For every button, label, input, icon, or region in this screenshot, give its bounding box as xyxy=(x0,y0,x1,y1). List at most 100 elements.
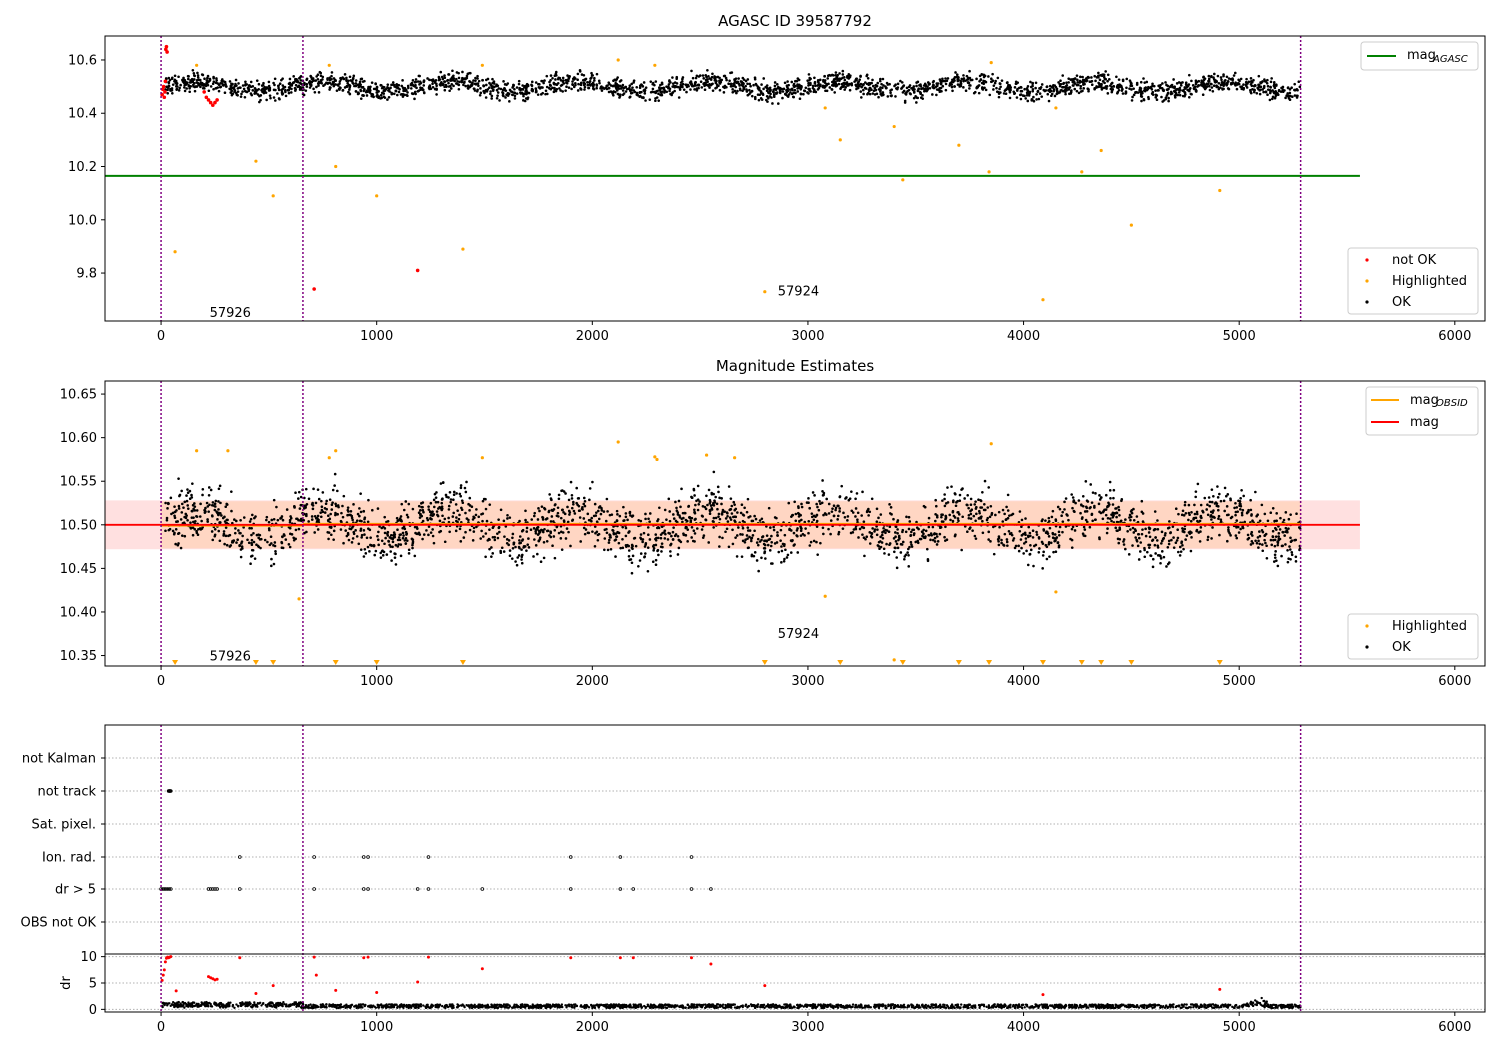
ok-point xyxy=(352,74,356,78)
ok-point xyxy=(238,531,241,535)
ok-point xyxy=(1064,497,1068,500)
ok-point xyxy=(646,546,650,549)
ok-point xyxy=(944,88,948,92)
ok-point xyxy=(319,511,322,514)
ok-point xyxy=(1238,504,1241,508)
ok-point xyxy=(477,84,480,88)
ok-point xyxy=(1178,86,1182,90)
ok-point xyxy=(1217,514,1221,518)
ok-point xyxy=(777,550,781,554)
ok-point xyxy=(517,79,521,83)
ok-point xyxy=(1195,510,1199,514)
ok-point xyxy=(272,96,276,99)
ok-point xyxy=(1090,513,1094,517)
ok-point xyxy=(850,83,853,87)
ok-point xyxy=(838,510,841,513)
ok-point xyxy=(1200,79,1203,82)
ok-point xyxy=(1184,538,1187,541)
ok-point xyxy=(695,527,699,530)
ok-point xyxy=(1200,81,1203,84)
ok-point xyxy=(935,543,939,546)
highlighted-point xyxy=(254,159,258,163)
ok-point xyxy=(1081,75,1084,79)
ok-point xyxy=(879,92,883,96)
ok-point xyxy=(1155,98,1159,102)
ok-point xyxy=(681,77,684,81)
ok-point xyxy=(1102,509,1105,513)
ok-point xyxy=(695,499,698,503)
ok-point xyxy=(369,536,372,539)
ok-point xyxy=(1075,83,1079,87)
ok-point xyxy=(606,510,609,513)
ok-point xyxy=(518,539,521,542)
ok-point xyxy=(1011,539,1015,542)
ok-point xyxy=(489,92,492,96)
ok-point xyxy=(1227,87,1231,91)
ok-point xyxy=(796,84,799,88)
ok-point xyxy=(654,563,658,566)
ok-point xyxy=(797,78,801,82)
ok-point xyxy=(252,531,255,535)
ok-point xyxy=(643,545,647,548)
ok-point xyxy=(359,77,363,81)
ok-point xyxy=(665,85,668,88)
ok-point xyxy=(782,87,786,91)
ok-point xyxy=(839,87,842,90)
ok-point xyxy=(776,531,779,534)
ok-point xyxy=(790,80,794,84)
ok-point xyxy=(530,83,533,87)
ok-point xyxy=(751,534,755,537)
ok-point xyxy=(439,529,443,533)
ok-point xyxy=(1258,519,1262,523)
ok-point xyxy=(1045,85,1049,89)
ok-point xyxy=(757,98,761,102)
ok-point xyxy=(579,540,582,543)
ok-point xyxy=(1162,536,1166,540)
ok-point xyxy=(1056,505,1060,509)
ok-point xyxy=(622,505,625,509)
ok-point xyxy=(975,77,978,81)
ok-point xyxy=(495,96,499,100)
ok-point xyxy=(559,537,563,540)
ok-point xyxy=(1008,96,1012,100)
ok-point xyxy=(299,79,303,82)
ok-point xyxy=(1051,532,1055,536)
ok-point xyxy=(208,503,211,507)
ok-point xyxy=(1095,85,1098,88)
ok-point xyxy=(854,515,857,518)
ok-point xyxy=(1141,512,1145,515)
ok-point xyxy=(875,533,879,537)
ok-point xyxy=(451,69,454,73)
ok-point xyxy=(871,527,874,530)
ok-point xyxy=(1069,92,1073,95)
ok-point xyxy=(934,498,937,502)
ok-point xyxy=(521,84,524,87)
ok-point xyxy=(399,519,403,522)
ok-point xyxy=(250,526,253,530)
ok-point xyxy=(290,91,293,94)
ok-point xyxy=(725,78,728,82)
ok-point xyxy=(508,100,511,103)
ok-point xyxy=(849,74,852,77)
ok-point xyxy=(622,86,626,90)
ok-point xyxy=(366,520,370,524)
ok-point xyxy=(944,82,948,86)
ok-point xyxy=(712,526,715,529)
ok-point xyxy=(764,557,767,560)
ok-point xyxy=(730,512,734,515)
ok-point xyxy=(609,547,613,551)
ok-point xyxy=(1260,503,1264,507)
ok-point xyxy=(786,80,789,83)
ok-point xyxy=(906,89,909,93)
ok-point xyxy=(384,536,387,540)
ok-point xyxy=(715,79,718,83)
ok-point xyxy=(1264,90,1268,94)
ok-point xyxy=(1240,85,1244,88)
ok-point xyxy=(603,537,607,540)
ok-point xyxy=(1293,94,1297,97)
ok-point xyxy=(176,543,180,547)
ok-point xyxy=(729,82,733,86)
ok-point xyxy=(957,513,961,516)
ok-point xyxy=(183,86,186,89)
ok-point xyxy=(783,557,786,561)
